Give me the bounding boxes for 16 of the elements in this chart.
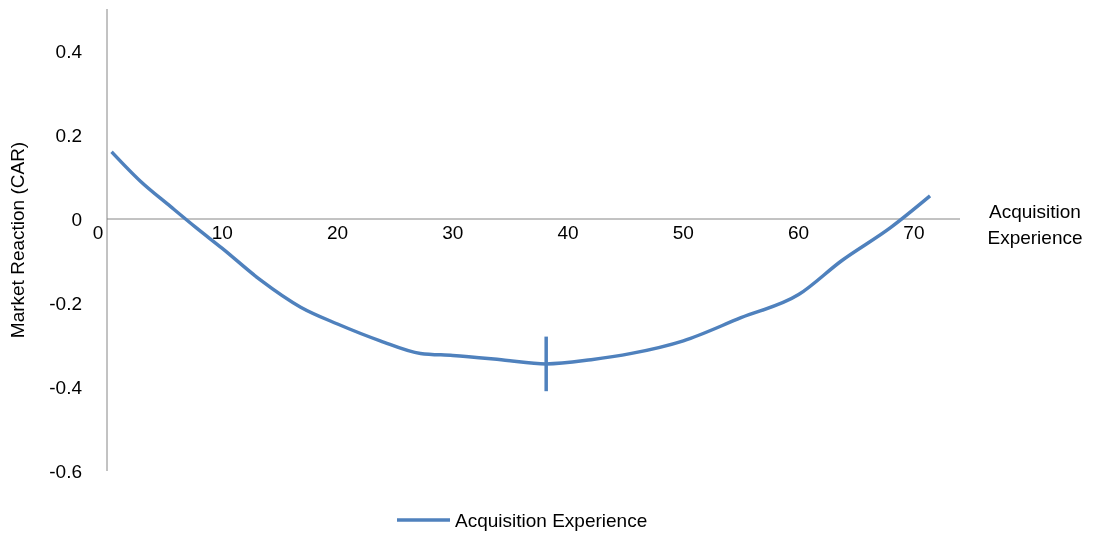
x-axis-title: Acquisition Experience [987, 201, 1083, 248]
y-tick-label: 0.2 [55, 124, 82, 146]
y-tick-label: -0.2 [49, 292, 82, 314]
x-tick-label: 40 [557, 222, 579, 243]
y-tick-label: 0.4 [55, 40, 83, 62]
y-tick-label: -0.6 [49, 460, 82, 482]
x-tick-label: 50 [672, 222, 694, 243]
legend-label: Acquisition Experience [455, 509, 648, 531]
x-tick-label: 60 [788, 222, 810, 243]
x-tick-label: 70 [903, 222, 925, 243]
y-tick-label: -0.4 [49, 376, 83, 398]
x-tick-label: 20 [326, 222, 349, 243]
x-tick-label: 30 [442, 222, 464, 243]
x-tick-label: 10 [211, 222, 233, 243]
x-tick-label: 0 [92, 222, 104, 243]
y-axis-title: Market Reaction (CAR) [7, 141, 28, 339]
